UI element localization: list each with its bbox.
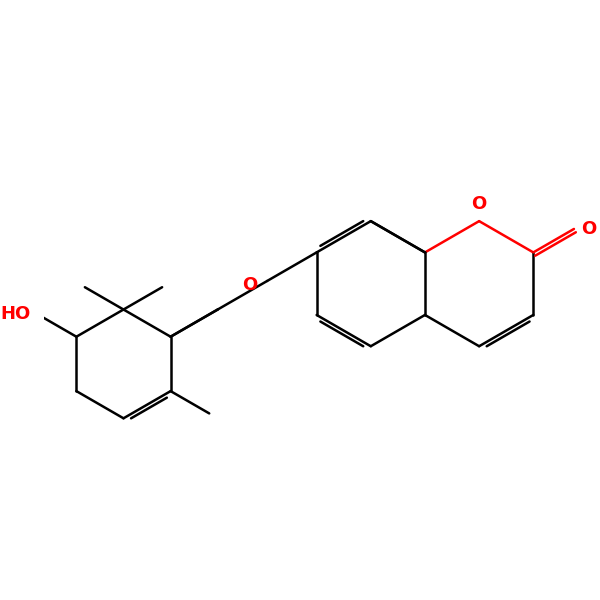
Text: O: O: [581, 220, 596, 238]
Text: O: O: [472, 195, 487, 213]
Text: O: O: [242, 276, 257, 294]
Text: HO: HO: [1, 305, 31, 323]
